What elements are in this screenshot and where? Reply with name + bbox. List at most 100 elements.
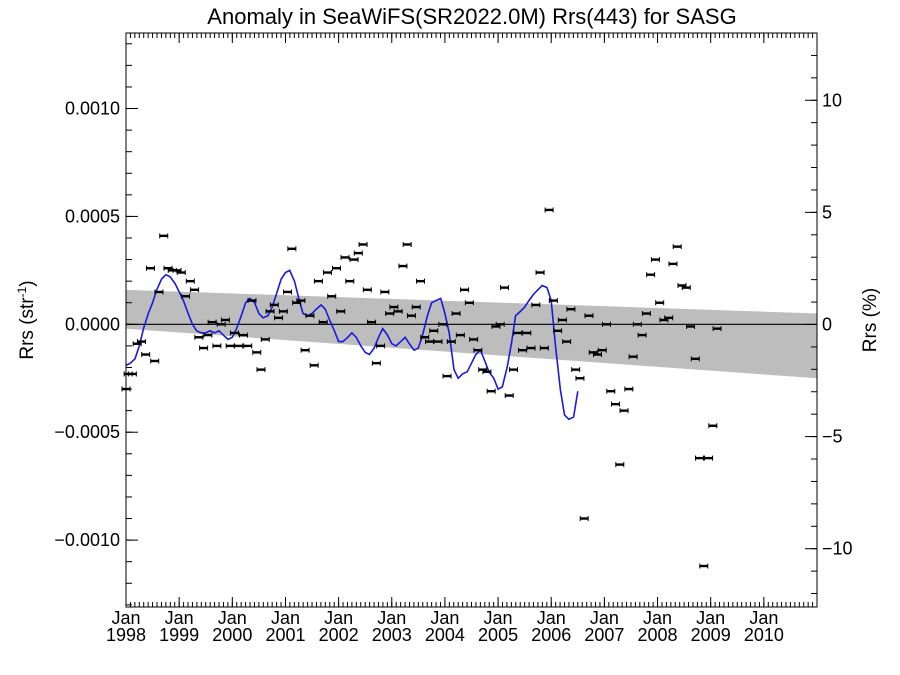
data-point (624, 386, 634, 392)
data-point (442, 373, 452, 379)
data-point (265, 308, 275, 314)
x-tick-month-label: Jan (484, 608, 513, 628)
data-point (287, 246, 297, 252)
data-point (283, 289, 293, 295)
data-point (345, 278, 355, 284)
x-tick-year-label: 2006 (531, 625, 571, 645)
data-point (136, 339, 146, 345)
data-point (362, 287, 372, 293)
data-point (318, 319, 328, 325)
y-tick-label: 0.0010 (65, 99, 120, 119)
data-point (535, 270, 545, 276)
data-points-layer (121, 207, 722, 569)
data-point (398, 263, 408, 269)
data-point (619, 408, 629, 414)
y2-tick-label: 10 (822, 90, 842, 110)
smooth-line (125, 269, 579, 421)
data-point (632, 321, 642, 327)
data-point (566, 306, 576, 312)
data-point (699, 563, 709, 569)
data-point (393, 308, 403, 314)
y2-axis-label: Rrs (%) (860, 288, 881, 352)
y2-tick-label: 0 (822, 314, 832, 334)
data-point (451, 311, 461, 317)
data-point (385, 311, 395, 317)
data-point (207, 319, 217, 325)
data-point (150, 358, 160, 364)
data-point (650, 257, 660, 263)
trend-band (126, 289, 817, 379)
data-point (159, 233, 169, 239)
data-point (141, 352, 151, 358)
x-tick-year-label: 2007 (584, 625, 624, 645)
data-point (176, 270, 186, 276)
data-point (220, 317, 230, 323)
data-point (597, 347, 607, 353)
data-point (486, 388, 496, 394)
data-point (274, 315, 284, 321)
data-point (402, 241, 412, 247)
data-point (260, 336, 270, 342)
data-point (300, 347, 310, 353)
data-point (154, 289, 164, 295)
data-point (557, 317, 567, 323)
data-point (513, 330, 523, 336)
x-tick-year-label: 2003 (372, 625, 412, 645)
data-point (181, 293, 191, 299)
data-point (420, 334, 430, 340)
data-point (602, 321, 612, 327)
data-point (199, 345, 209, 351)
data-point (429, 328, 439, 334)
data-point (460, 287, 470, 293)
data-point (712, 326, 722, 332)
data-point (641, 311, 651, 317)
x-tick-year-label: 2005 (478, 625, 518, 645)
x-tick-month-label: Jan (271, 608, 300, 628)
data-point (296, 298, 306, 304)
x-tick-month-label: Jan (430, 608, 459, 628)
data-point (508, 367, 518, 373)
data-point (127, 371, 137, 377)
y-tick-label: 0.0005 (65, 206, 120, 226)
data-point (455, 332, 465, 338)
data-point (331, 265, 341, 271)
x-tick-year-label: 2000 (212, 625, 252, 645)
data-point (575, 375, 585, 381)
data-point (336, 308, 346, 314)
data-point (584, 313, 594, 319)
data-point (681, 285, 691, 291)
data-point (469, 336, 479, 342)
x-tick-year-label: 2001 (265, 625, 305, 645)
data-point (433, 339, 443, 345)
data-point (690, 356, 700, 362)
data-point (327, 293, 337, 299)
data-point (305, 313, 315, 319)
data-point (704, 455, 714, 461)
y-tick-label: −0.0010 (54, 530, 120, 550)
data-point (256, 367, 266, 373)
data-point (371, 360, 381, 366)
data-point (553, 328, 563, 334)
data-point (278, 308, 288, 314)
data-point (225, 343, 235, 349)
data-point (562, 339, 572, 345)
data-point (438, 321, 448, 327)
x-tick-year-label: 1998 (106, 625, 146, 645)
data-point (499, 285, 509, 291)
data-point (238, 332, 248, 338)
data-point (367, 319, 377, 325)
data-point (628, 354, 638, 360)
data-point (522, 330, 532, 336)
data-point (504, 393, 514, 399)
data-point (655, 300, 665, 306)
smooth-line-layer (125, 269, 579, 421)
data-point (606, 388, 616, 394)
y-axis-ticks: 0.0010 0.0005 0.0000 −0.0005 −0.0010 (54, 43, 138, 606)
data-point (229, 330, 239, 336)
y2-tick-label: 5 (822, 202, 832, 222)
data-point (708, 423, 718, 429)
x-tick-year-label: 2009 (691, 625, 731, 645)
data-point (571, 367, 581, 373)
x-tick-month-label: Jan (218, 608, 247, 628)
x-tick-month-label: Jan (696, 608, 725, 628)
